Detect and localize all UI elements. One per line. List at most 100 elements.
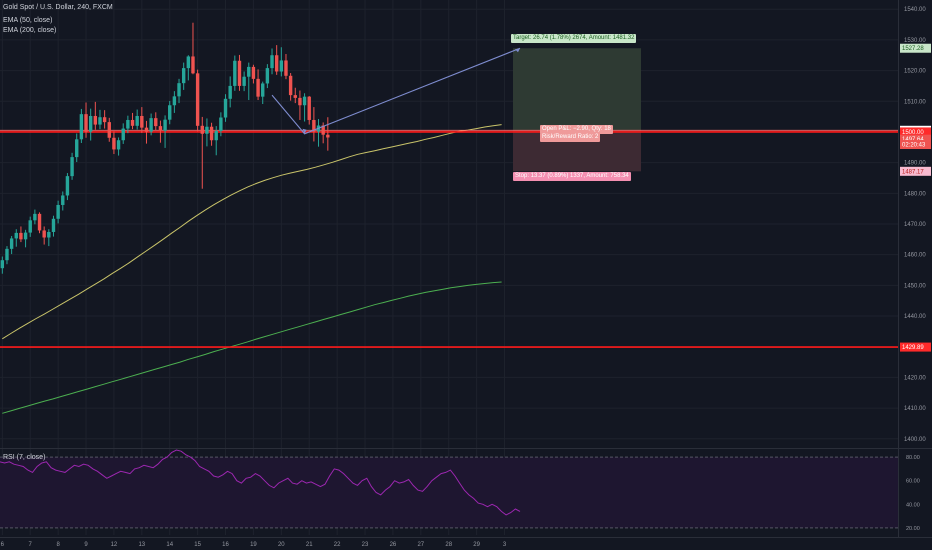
candle-body [79,114,84,140]
price-tick-label: 1420.00 [904,375,926,381]
candle-body [321,125,325,135]
candle-body [140,115,144,128]
time-tick-label: 21 [306,542,313,548]
candle-body [163,119,167,131]
price-tick-label: 1400.00 [904,437,926,443]
candle-body [256,78,260,97]
candle-body [172,96,177,106]
time-tick-label: 22 [334,542,341,548]
candle-body [209,126,214,141]
target-zone [513,48,641,131]
candle-body [102,117,107,123]
price-tag[interactable] [900,134,931,144]
price-tick-label: 1470.00 [904,222,926,228]
time-tick-label: 27 [417,542,424,548]
candle-body [284,60,288,76]
ema50-line [2,124,502,340]
risk-reward-label[interactable]: Risk/Reward Ratio: 2 [540,133,601,142]
price-tick-label: 1480.00 [904,191,926,197]
candle-body [65,176,70,196]
candle-body [279,60,284,72]
time-tick-label: 20 [278,542,285,548]
candle-body [144,127,149,132]
position-zones [513,48,641,172]
price-tag-label[interactable]: 1487.17 [902,169,924,175]
price-tag[interactable] [900,166,931,176]
price-tag-label[interactable]: 1429.89 [902,345,924,351]
candle-body [51,218,56,232]
rsi-tick-label: 20.00 [906,526,920,532]
candle-body [107,122,111,138]
time-tick-label: 7 [29,542,33,548]
time-tick-label: 8 [56,542,60,548]
time-tick-label: 14 [166,542,173,548]
price-tag-label[interactable]: 02:20:43 [902,143,926,149]
candle-body [37,213,42,231]
time-tick-label: 15 [194,542,201,548]
price-tick-label: 1530.00 [904,38,926,44]
time-tick-label: 16 [222,542,229,548]
candle-body [9,238,14,249]
candle-body [47,231,51,238]
ema200-legend[interactable]: EMA (200, close) [3,27,57,34]
candle-body [149,118,153,132]
rsi-line [0,449,521,516]
target-label[interactable]: Target: 26.74 (1.78%) 2674, Amount: 1481… [511,34,637,43]
rsi-legend[interactable]: RSI (7, close) [3,454,46,461]
price-tick-label: 1520.00 [904,69,926,75]
candle-body [251,66,256,79]
ema50-path [2,124,502,340]
price-axis[interactable]: 1540.00 1530.00 1520.00 1510.00 1500.00 1490.… [900,7,931,443]
candle-body [274,55,279,72]
candle-body [200,125,204,134]
ema50-legend[interactable]: EMA (50, close) [3,17,53,24]
price-tag-label[interactable]: 1500.00 [902,130,924,136]
price-tag-label[interactable]: 1527.28 [902,46,924,52]
pnl-label[interactable]: Open P&L: −2.90, Qty: 18 [540,125,613,134]
price-tick-label: 1510.00 [904,99,926,105]
projection-arrow [271,47,521,135]
candle-body [23,232,28,240]
candle-body [121,128,125,141]
candle-body [158,126,163,131]
price-tag[interactable] [900,342,931,352]
price-tag[interactable] [900,140,931,150]
time-tick-label: 3 [503,542,507,548]
candle-body [326,134,330,138]
stop-label[interactable]: Stop: 13.37 (0.89%) 1337, Amount: 758.34 [513,172,631,181]
candle-body [247,66,251,77]
rsi-tick-label: 60.00 [906,479,920,485]
candle-body [42,230,46,238]
candle-body [265,68,270,84]
candle-body [261,83,265,97]
time-axis[interactable]: 6 7 8 9 12 13 14 15 16 19 20 21 22 23 26 27 28 29 3 [1,542,507,548]
symbol-legend[interactable]: Gold Spot / U.S. Dollar, 240, FXCM [3,4,113,11]
price-tag[interactable] [900,127,931,137]
candle-body [130,119,135,126]
candle-body [112,137,116,150]
time-tick-label: 12 [111,542,118,548]
candle-body [237,60,242,86]
candle-body [88,115,93,132]
candle-body [5,248,9,261]
candle-body [116,140,121,150]
rsi-tick-label: 80.00 [906,455,920,461]
time-tick-label: 6 [1,542,5,548]
candle-body [205,126,209,134]
price-tick-label: 1440.00 [904,314,926,320]
ema200-line [2,281,502,414]
time-tick-label: 29 [473,542,480,548]
candle-body [70,157,74,177]
candle-body [181,68,186,84]
time-tick-label: 19 [250,542,257,548]
candle-body [242,76,246,86]
candle-body [293,95,297,98]
price-tag[interactable] [900,43,931,53]
candle-body [228,85,232,99]
candle-body [270,55,274,69]
candle-body [223,98,228,118]
time-tick-label: 9 [84,542,88,548]
candle-body [33,213,37,221]
candle-body [126,119,130,129]
